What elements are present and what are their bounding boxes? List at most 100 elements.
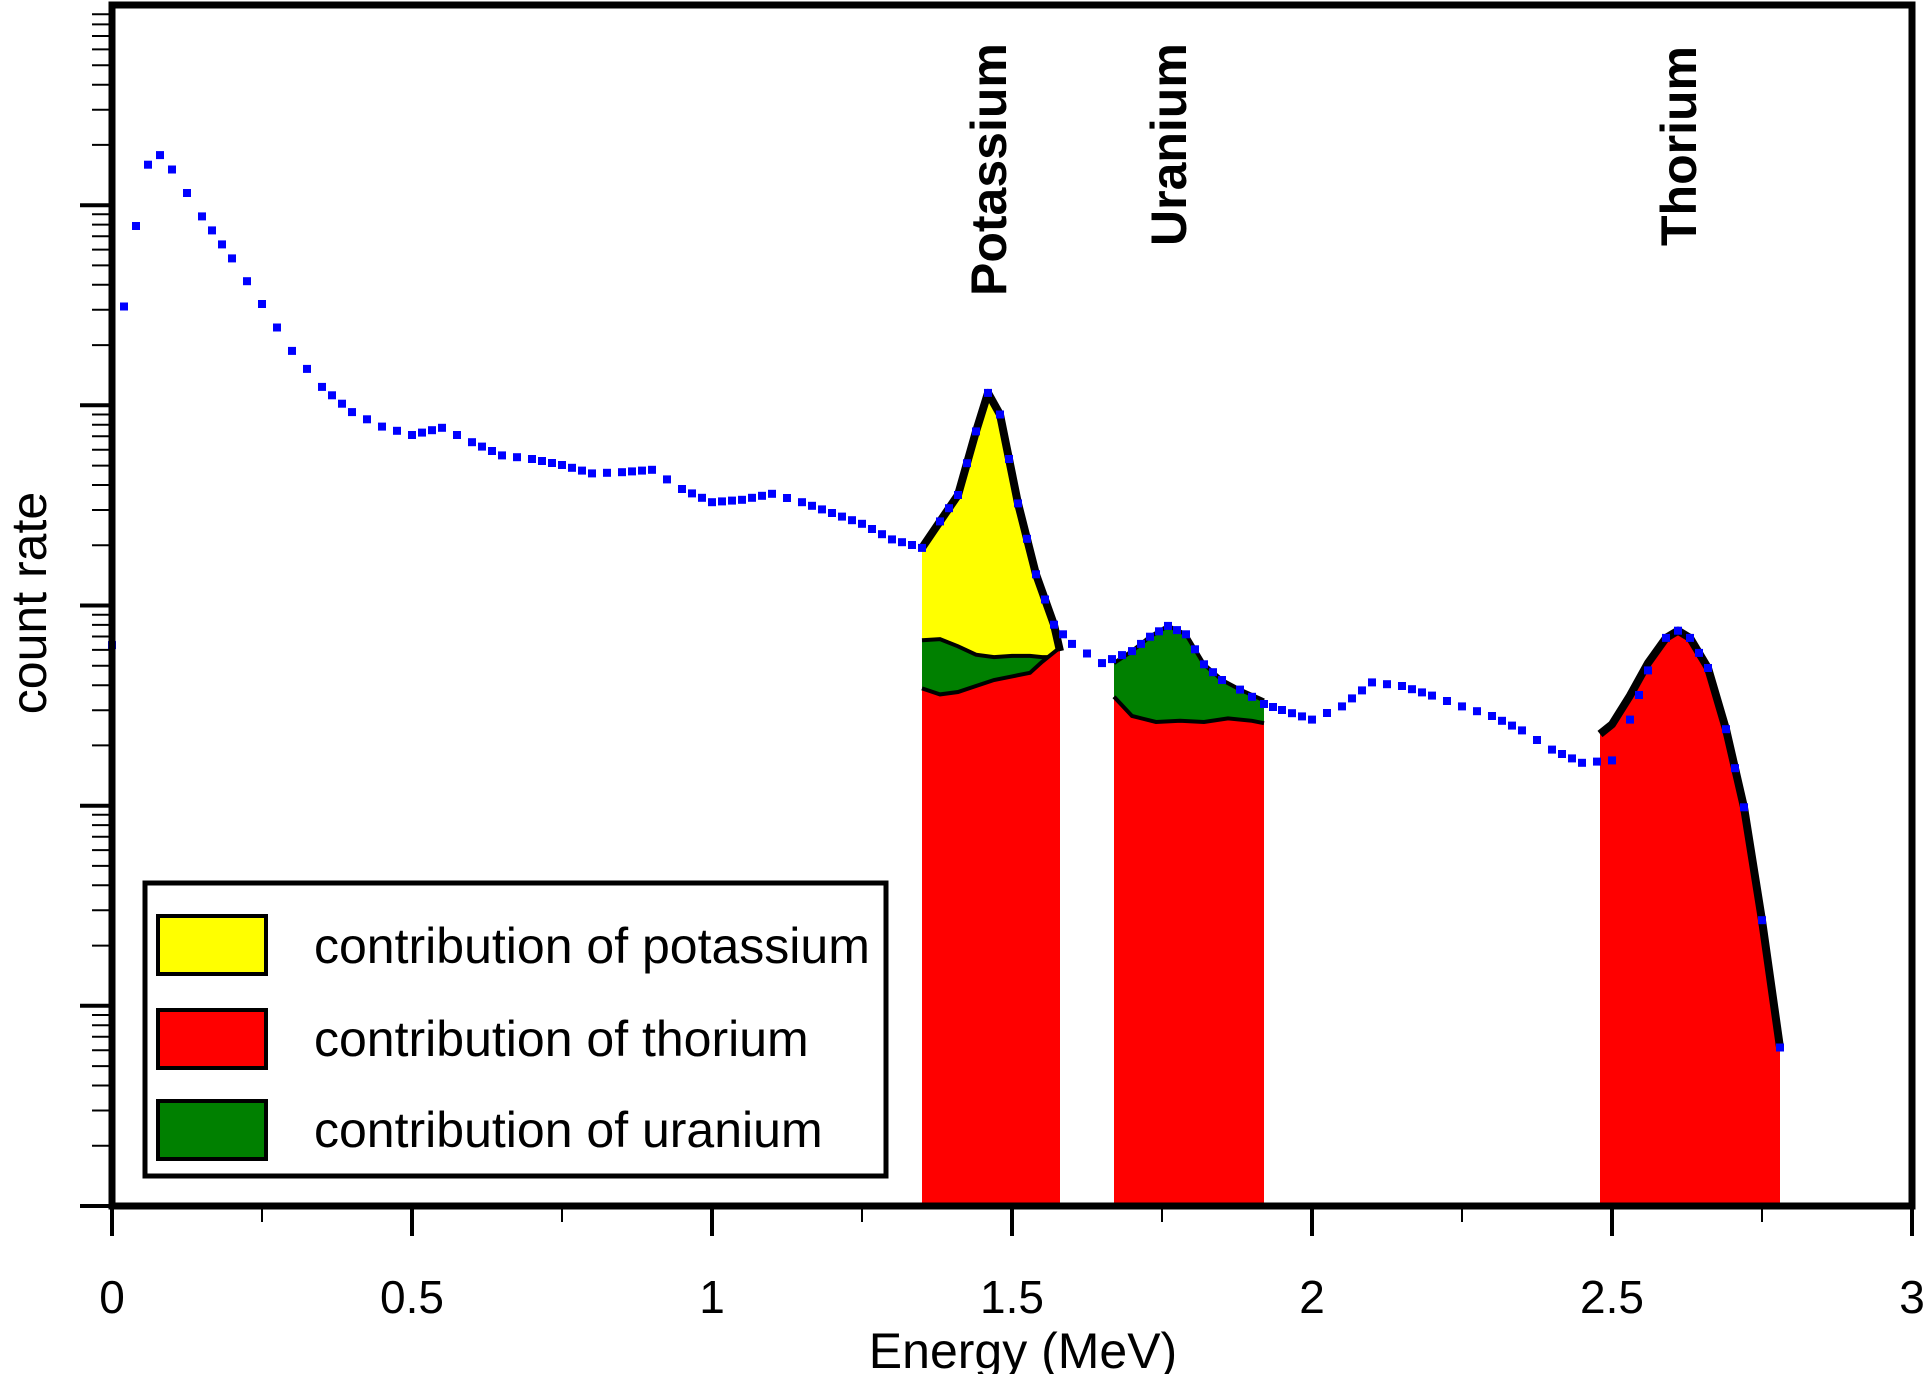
spectrum-point-120 <box>1458 702 1466 711</box>
spectrum-point-15 <box>288 346 296 355</box>
x-axis-title: Energy (MeV) <box>869 1323 1177 1374</box>
spectrum-point-109 <box>1323 709 1331 717</box>
spectrum-point-122 <box>1488 712 1496 720</box>
spectrum-point-99 <box>1209 668 1217 677</box>
spectrum-point-35 <box>538 457 546 465</box>
boundary-thorium-1 <box>921 645 1062 697</box>
spectrum-point-77 <box>996 410 1004 419</box>
spectrum-point-135 <box>1644 666 1652 675</box>
spectrum-point-123 <box>1498 716 1506 725</box>
spectrum-point-58 <box>798 498 806 507</box>
spectrum-point-84 <box>1059 630 1067 639</box>
spectrum-point-93 <box>1155 627 1163 636</box>
element-labels: Potassium Uranium Thorium <box>961 43 1707 296</box>
spectrum-point-37 <box>558 461 566 469</box>
x-tick-label-0: 0 <box>99 1271 125 1323</box>
spectrum-point-17 <box>318 382 326 391</box>
x-axis-ticks: 0 0.5 1 1.5 2 2.5 3 <box>99 1206 1925 1323</box>
x-tick-label-2: 2 <box>1299 1271 1325 1323</box>
legend-label-thorium: contribution of thorium <box>314 1011 809 1067</box>
spectrum-point-36 <box>548 459 556 467</box>
spectrum-point-104 <box>1269 703 1277 711</box>
spectrum-point-73 <box>954 491 962 499</box>
spectrum-point-116 <box>1408 685 1416 694</box>
x-tick-label-3: 3 <box>1899 1271 1925 1323</box>
spectrum-point-87 <box>1098 659 1106 668</box>
spectrum-point-130 <box>1578 758 1586 767</box>
spectrum-point-8 <box>198 212 206 221</box>
spectrum-point-121 <box>1473 707 1481 716</box>
spectrum-point-80 <box>1023 534 1031 543</box>
spectrum-point-69 <box>908 541 916 549</box>
spectrum-point-30 <box>478 442 486 451</box>
spectrum-point-67 <box>888 535 896 544</box>
spectrum-point-118 <box>1428 691 1436 700</box>
spectrum-point-27 <box>438 423 446 432</box>
element-label-thorium: Thorium <box>1651 46 1707 246</box>
spectrum-point-33 <box>513 453 521 462</box>
spectrum-point-90 <box>1128 647 1136 656</box>
spectrum-point-63 <box>848 516 856 525</box>
spectrum-point-145 <box>1776 1043 1784 1052</box>
spectrum-point-96 <box>1182 630 1190 639</box>
spectrum-point-144 <box>1758 916 1766 925</box>
spectrum-point-25 <box>418 428 426 437</box>
spectrum-point-53 <box>738 495 746 504</box>
spectrum-point-106 <box>1288 709 1296 718</box>
spectrum-point-59 <box>808 501 816 510</box>
spectrum-point-105 <box>1278 706 1286 714</box>
band-thorium-2 <box>1114 696 1264 1206</box>
spectrum-point-86 <box>1083 649 1091 658</box>
spectrum-point-49 <box>698 493 706 502</box>
spectrum-point-140 <box>1704 664 1712 672</box>
spectrum-points <box>108 151 1784 1052</box>
spectrum-point-101 <box>1236 685 1244 694</box>
spectrum-point-141 <box>1722 725 1730 734</box>
spectrum-point-56 <box>768 489 776 498</box>
spectrum-point-97 <box>1191 645 1199 654</box>
boundary-uranium-1 <box>921 637 1060 660</box>
spectrum-point-54 <box>748 493 756 502</box>
spectrum-point-60 <box>818 505 826 514</box>
spectrum-point-24 <box>408 431 416 439</box>
spectrum-point-78 <box>1005 455 1013 463</box>
spectrum-point-48 <box>688 489 696 498</box>
spectrum-point-115 <box>1398 682 1406 690</box>
spectrum-point-139 <box>1695 648 1703 657</box>
spectrum-point-44 <box>638 466 646 475</box>
spectrum-point-42 <box>618 468 626 477</box>
spectrum-point-7 <box>183 189 191 197</box>
spectrum-point-5 <box>156 151 164 160</box>
spectrum-point-38 <box>568 463 576 472</box>
spectrum-point-74 <box>963 459 971 468</box>
spectrum-point-50 <box>708 498 716 507</box>
spectrum-point-119 <box>1443 697 1451 705</box>
envelope-thorium-peak <box>1597 626 1784 1049</box>
x-tick-label-1: 1 <box>699 1271 725 1323</box>
spectrum-point-85 <box>1068 639 1076 648</box>
spectrum-point-137 <box>1674 626 1682 635</box>
spectrum-point-41 <box>603 468 611 477</box>
x-tick-label-2.5: 2.5 <box>1580 1271 1644 1323</box>
spectrum-point-125 <box>1518 726 1526 735</box>
spectrum-point-62 <box>838 512 846 521</box>
spectrum-point-68 <box>898 538 906 547</box>
spectrum-point-6 <box>168 165 176 174</box>
spectrum-point-52 <box>728 496 736 505</box>
spectrum-point-14 <box>273 323 281 332</box>
spectrum-point-51 <box>718 497 726 506</box>
spectrum-point-66 <box>878 530 886 539</box>
spectrum-point-19 <box>338 399 346 408</box>
spectrum-point-124 <box>1508 721 1516 730</box>
spectrum-point-98 <box>1200 660 1208 669</box>
spectrum-point-111 <box>1348 694 1356 703</box>
y-axis-ticks <box>80 13 112 1208</box>
spectrum-point-3 <box>132 222 140 230</box>
spectrum-point-117 <box>1418 688 1426 697</box>
legend-box <box>142 880 889 1179</box>
spectrum-point-75 <box>972 427 980 436</box>
spectrum-point-21 <box>363 415 371 424</box>
spectrum-point-89 <box>1118 651 1126 660</box>
spectrum-point-2 <box>120 302 128 311</box>
